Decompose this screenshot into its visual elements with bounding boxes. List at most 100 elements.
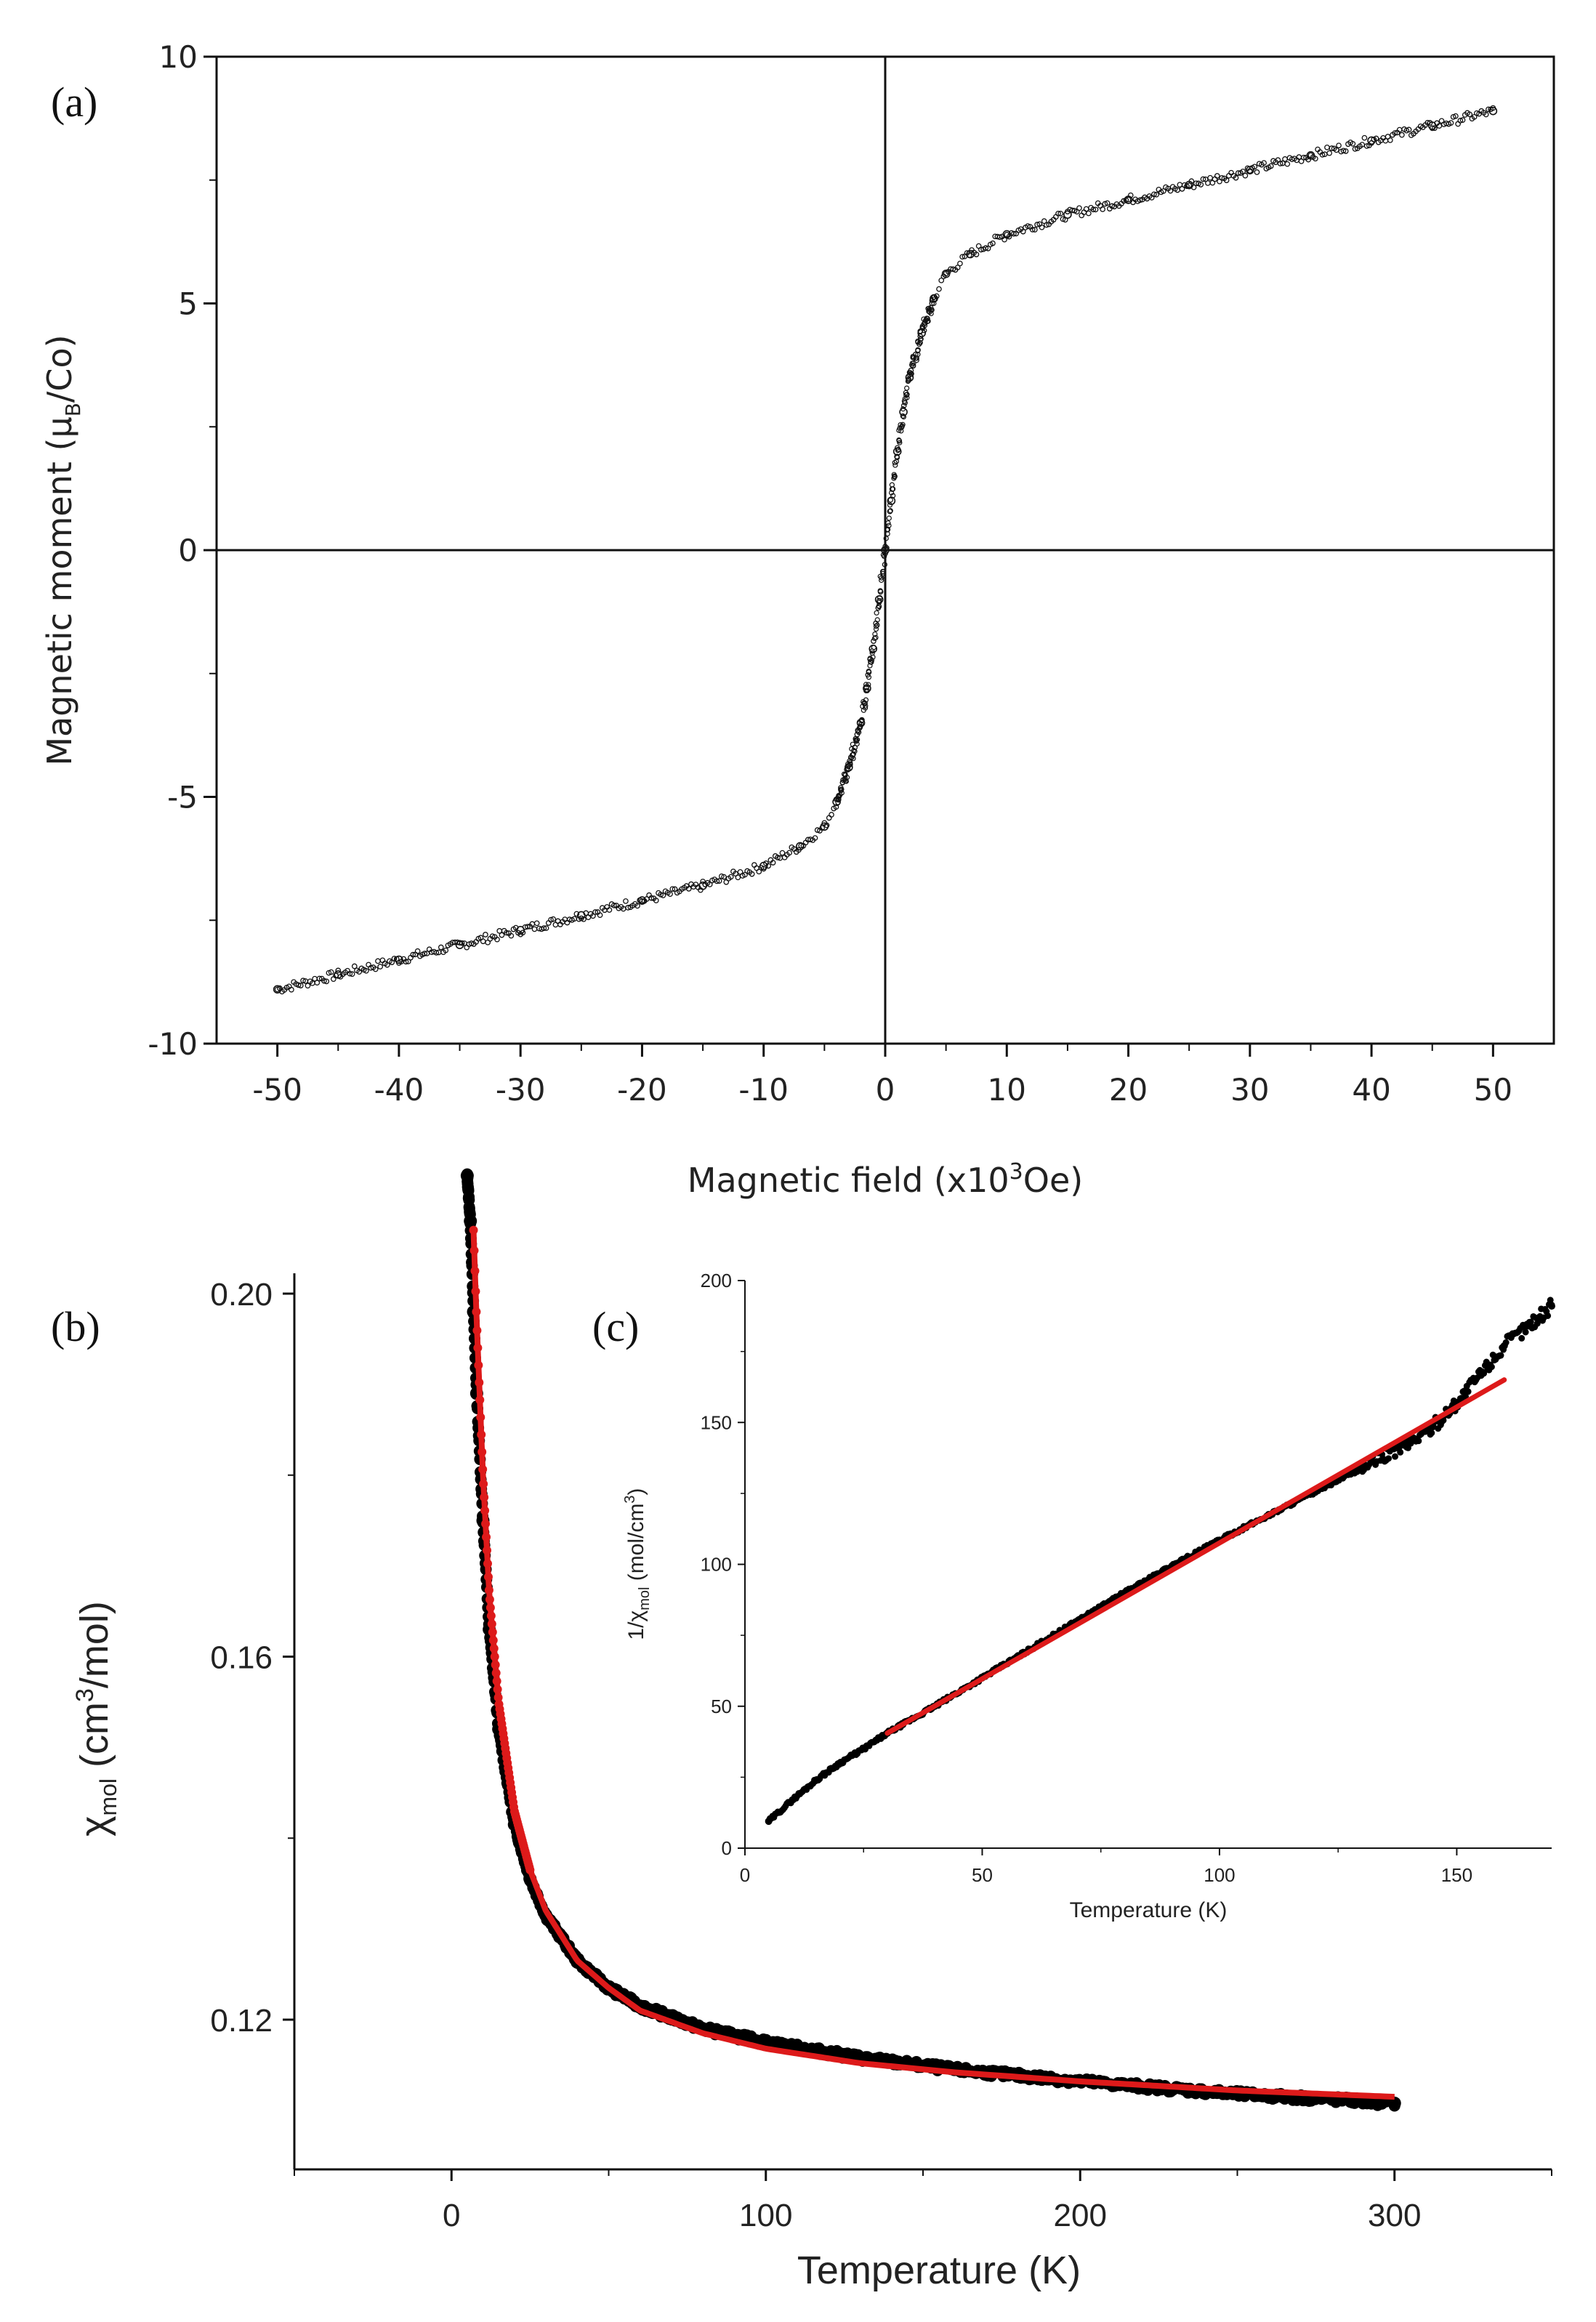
panel-a-data-point [900, 414, 907, 420]
panel-b-fit-point [483, 1572, 493, 1581]
panel-a-data-point [483, 932, 488, 938]
panel-b-experimental-point [1387, 2096, 1401, 2110]
panel-a-label: (a) [51, 78, 97, 126]
panel-a-data-point [886, 515, 892, 521]
panel-a-data-point [625, 905, 632, 911]
panel-a-data-point [597, 912, 603, 919]
panel-c: (c) 0 50 100 150 0 50 100 150 200 Temperature (K… [592, 1270, 1555, 1922]
panel-a-data-point [1212, 176, 1218, 182]
panel-a-data-point [931, 300, 937, 307]
panel-a-data-point [1076, 205, 1082, 211]
panel-a-data-point [1185, 180, 1193, 190]
panel-c-y-tick-label: 150 [701, 1411, 732, 1433]
panel-a-x-tick-label: -30 [496, 1072, 546, 1108]
panel-a-data-point [295, 982, 302, 988]
panel-a-data-point [363, 967, 369, 974]
panel-a-data-point [403, 959, 409, 965]
panel-b-y-tick-label: 0.20 [210, 1277, 273, 1313]
panel-b-ylabel-sub: mol [95, 1778, 121, 1816]
panel-b-y-tick-label: 0.16 [210, 1640, 273, 1676]
panel-a-data-point [289, 986, 294, 993]
panel-c-experimental-point [1500, 1342, 1508, 1350]
panel-a-xlabel-tail: Oe) [1023, 1161, 1083, 1200]
panel-b-x-tick-label: 100 [739, 2198, 792, 2233]
panel-a-data-point [985, 246, 991, 251]
panel-a-data-point [1124, 195, 1133, 204]
panel-a-y-tick-label: 0 [178, 533, 198, 568]
panel-c-ylabel-tail: ) [624, 1488, 648, 1495]
panel-a-data-point [433, 950, 440, 956]
panel-c-ylabel-sup: 3 [622, 1495, 638, 1503]
panel-c-experimental-point [1366, 1461, 1373, 1468]
panel-b-fit-point [491, 1668, 501, 1677]
panel-a-data-point [1326, 150, 1333, 156]
panel-a-ylabel-tail: /Co) [40, 334, 79, 403]
panel-b-fit-point [478, 1464, 488, 1474]
panel-c-experimental-point [860, 1745, 868, 1753]
panel-c-experimental-point [1358, 1464, 1366, 1472]
panel-a-data-point [721, 874, 727, 880]
panel-a-data-point [372, 966, 379, 972]
panel-a-data-point [863, 684, 871, 693]
panel-b-fit-point [491, 1660, 500, 1669]
panel-a-data-point [347, 970, 353, 977]
panel-b-x-tick-label: 0 [443, 2198, 460, 2233]
panel-a-data-point [900, 422, 906, 427]
panel-a-data-point [1083, 206, 1089, 212]
panel-a-data-point [438, 944, 444, 951]
panel-a-y-axis-title: Magnetic moment (μB/Co) [40, 334, 85, 765]
panel-a-data-point [698, 881, 707, 890]
panel-b-fit-point [480, 1506, 490, 1515]
panel-a-data-point [611, 902, 617, 908]
panel-a-data-point [957, 260, 963, 267]
panel-a-data-point [395, 955, 403, 964]
panel-a-data-point [996, 234, 1003, 241]
panel-a-data-point [874, 595, 884, 604]
panel-a-data-point [1125, 196, 1132, 203]
panel-a-data-point [857, 725, 863, 730]
panel-b-fit-point [525, 1865, 535, 1874]
panel-c-experimental-point [765, 1817, 773, 1825]
panel-a-data-point [685, 886, 692, 892]
panel-a-data-point [300, 977, 306, 984]
panel-a-data-point [900, 413, 906, 419]
panel-c-y-tick-label: 50 [711, 1696, 732, 1717]
panel-a-data-point [887, 508, 893, 514]
panel-a-data-point [930, 294, 938, 303]
panel-a-data-point [443, 947, 449, 954]
panel-c-experimental-point [1415, 1438, 1422, 1445]
panel-c-experimental-point [789, 1796, 797, 1804]
panel-a-data-point [904, 392, 910, 398]
panel-a-data-point [891, 472, 897, 477]
panel-a-data-points [273, 105, 1498, 995]
panel-a-data-point [489, 933, 496, 940]
panel-a-data-point [847, 762, 853, 767]
panel-a-data-point [881, 546, 890, 555]
panel-a-data-point [1324, 144, 1330, 150]
panel-b-fit-point [472, 1326, 482, 1335]
panel-a-data-point [1032, 227, 1038, 233]
panel-a-data-point [1319, 152, 1326, 158]
panel-b-fit-point [475, 1378, 484, 1387]
panel-b-fit-point [485, 1595, 494, 1604]
panel-a-data-point [1167, 188, 1174, 194]
panel-a-data-point [833, 804, 839, 810]
panel-a-x-tick-label: -40 [374, 1072, 424, 1108]
panel-c-x-tick-label: 150 [1441, 1864, 1472, 1886]
panel-a-data-point [1151, 191, 1157, 198]
panel-a-data-point [812, 835, 818, 841]
panel-a-data-point [863, 697, 869, 703]
panel-c-experimental-point [1440, 1416, 1447, 1424]
panel-a-data-point [305, 983, 311, 989]
panel-a-data-point [915, 352, 921, 358]
panel-a-data-point [494, 936, 500, 943]
panel-a-data-point [966, 249, 975, 259]
panel-b-fit-line [470, 1230, 1395, 2100]
panel-a-data-point [706, 882, 713, 887]
panel-a-data-point [410, 951, 416, 958]
panel-a-data-point [480, 938, 486, 945]
panel-c-experimental-point [1406, 1438, 1414, 1446]
panel-a-data-point [852, 749, 858, 754]
panel-a-data-point [375, 958, 381, 964]
panel-b-fit-point [483, 1546, 492, 1555]
